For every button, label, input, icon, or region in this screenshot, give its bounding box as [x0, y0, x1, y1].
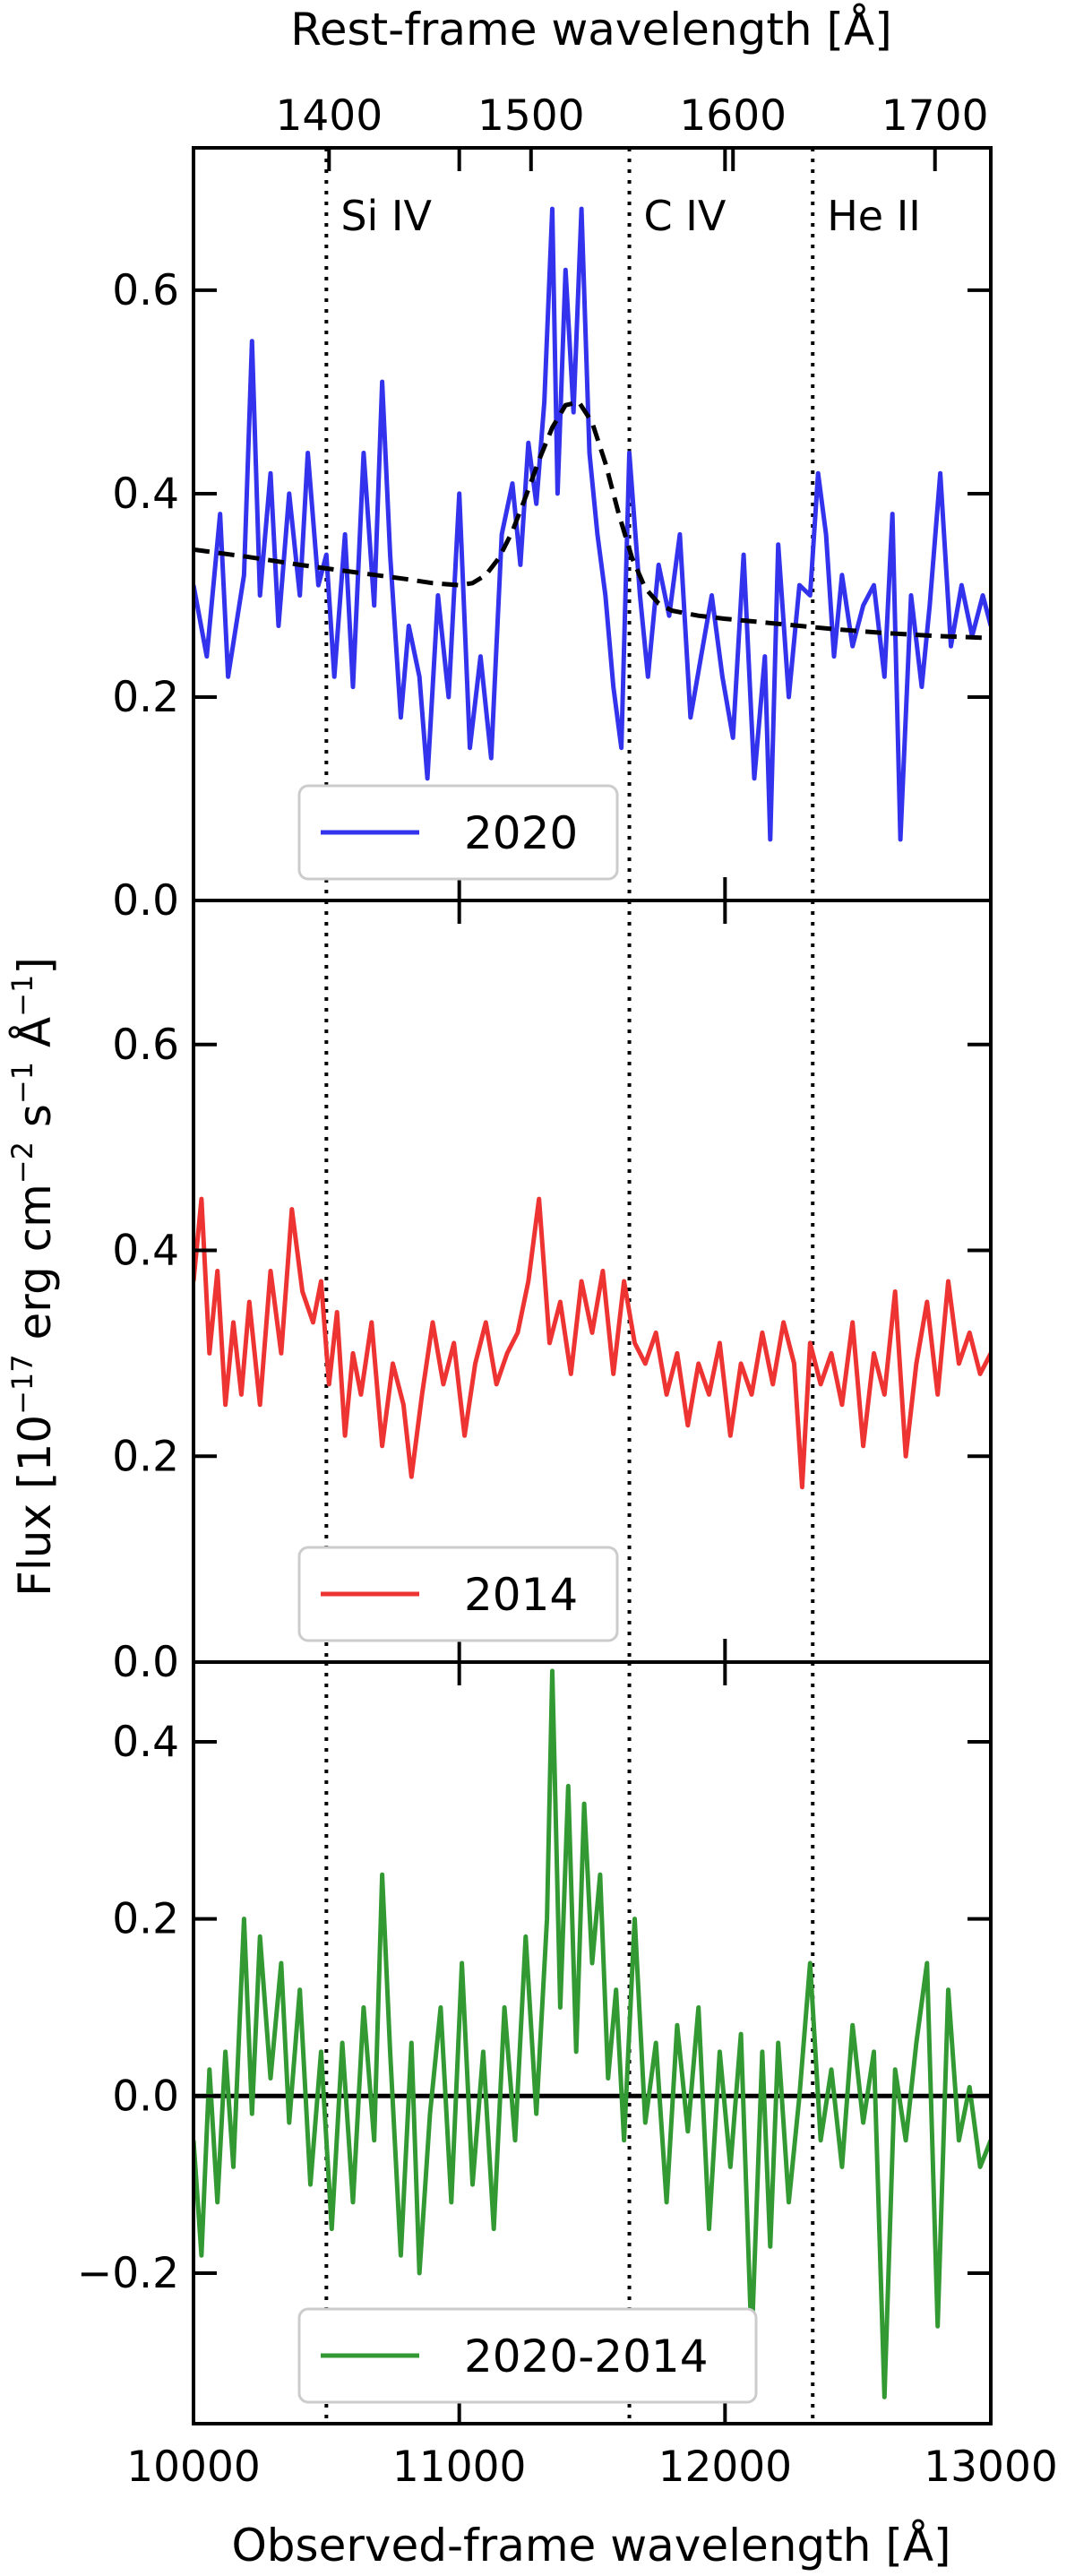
panel-frame-3: [192, 1660, 993, 2425]
y-axis-title: Flux [10−17 erg cm−2 s−1 Å−1]: [5, 957, 61, 1597]
panels-layer: Si IV C IV He II 0.0 0.2 0.4 0.6 1400 1500 1600 17…: [77, 91, 1058, 2492]
y-tick-label: 0.2: [112, 1432, 179, 1481]
y-tick-label: 0.0: [112, 1638, 179, 1687]
x-tick-label: 11000: [392, 2442, 527, 2492]
x-tick-label: 12000: [658, 2442, 793, 2492]
y-axis-title-group: Flux [10−17 erg cm−2 s−1 Å−1]: [5, 957, 61, 1597]
y-tick-label: 0.0: [112, 2072, 179, 2121]
legend-3: 2020-2014: [297, 2307, 758, 2404]
y-title-exp-2: −2: [5, 1142, 39, 1184]
panel-3: −0.2 0.0 0.2 0.4 10000 11000 12000 13000 2020-20…: [77, 1660, 1058, 2492]
panel-series-2: [194, 1196, 991, 1490]
legend-label: 2020-2014: [464, 2330, 709, 2382]
series-line-2020: [194, 206, 991, 842]
legend-label: 2014: [464, 1569, 578, 1621]
panel-series-3: [194, 1668, 991, 2399]
panel-series-1: [194, 206, 991, 842]
y-tick-label: 0.2: [112, 1895, 179, 1944]
y-tick-label: 0.2: [112, 673, 179, 722]
series-line-2020-2014: [194, 1668, 991, 2399]
y-tick-label: 0.4: [112, 1718, 179, 1767]
top-x-axis-title: Rest-frame wavelength [Å]: [290, 4, 891, 56]
emission-line-label: C IV: [644, 192, 727, 240]
top-x-tick-label: 1400: [275, 91, 383, 141]
legend-1: 2020: [297, 784, 619, 881]
top-x-tick-label: 1700: [882, 91, 989, 141]
bottom-axis-title: Observed-frame wavelength [Å]: [231, 2520, 950, 2572]
y-tick-label: 0.4: [112, 1227, 179, 1276]
y-title-exp-4: −1: [5, 975, 39, 1017]
x-tick-label: 10000: [126, 2442, 261, 2492]
legend-box: [297, 784, 619, 881]
y-tick-label: 0.6: [112, 266, 179, 315]
emission-line-label: He II: [827, 192, 921, 240]
y-tick-label: −0.2: [77, 2249, 179, 2298]
x-tick-label: 13000: [924, 2442, 1058, 2492]
series-line-2014: [194, 1196, 991, 1490]
y-tick-label: 0.0: [112, 876, 179, 926]
top-x-tick-label: 1600: [679, 91, 787, 141]
model-fit-line: [194, 400, 991, 641]
panel-2: 0.0 0.2 0.4 0.6 2014: [112, 899, 993, 1687]
y-title-exp-3: −1: [5, 1062, 39, 1104]
panel-1: Si IV C IV He II 0.0 0.2 0.4 0.6 1400 1500 1600 17…: [112, 91, 993, 926]
top-axis-title: Rest-frame wavelength [Å]: [290, 4, 891, 56]
y-tick-label: 0.4: [112, 470, 179, 519]
top-x-tick-label: 1500: [477, 91, 585, 141]
y-title-exp-1: −17: [5, 1354, 39, 1415]
legend-box: [297, 1546, 619, 1642]
x-axis-title: Observed-frame wavelength [Å]: [231, 2520, 950, 2572]
y-tick-label: 0.6: [112, 1021, 179, 1070]
legend-box: [297, 2307, 758, 2404]
emission-line-label: Si IV: [340, 192, 432, 240]
legend-2: 2014: [297, 1546, 619, 1642]
legend-label: 2020: [464, 807, 578, 859]
